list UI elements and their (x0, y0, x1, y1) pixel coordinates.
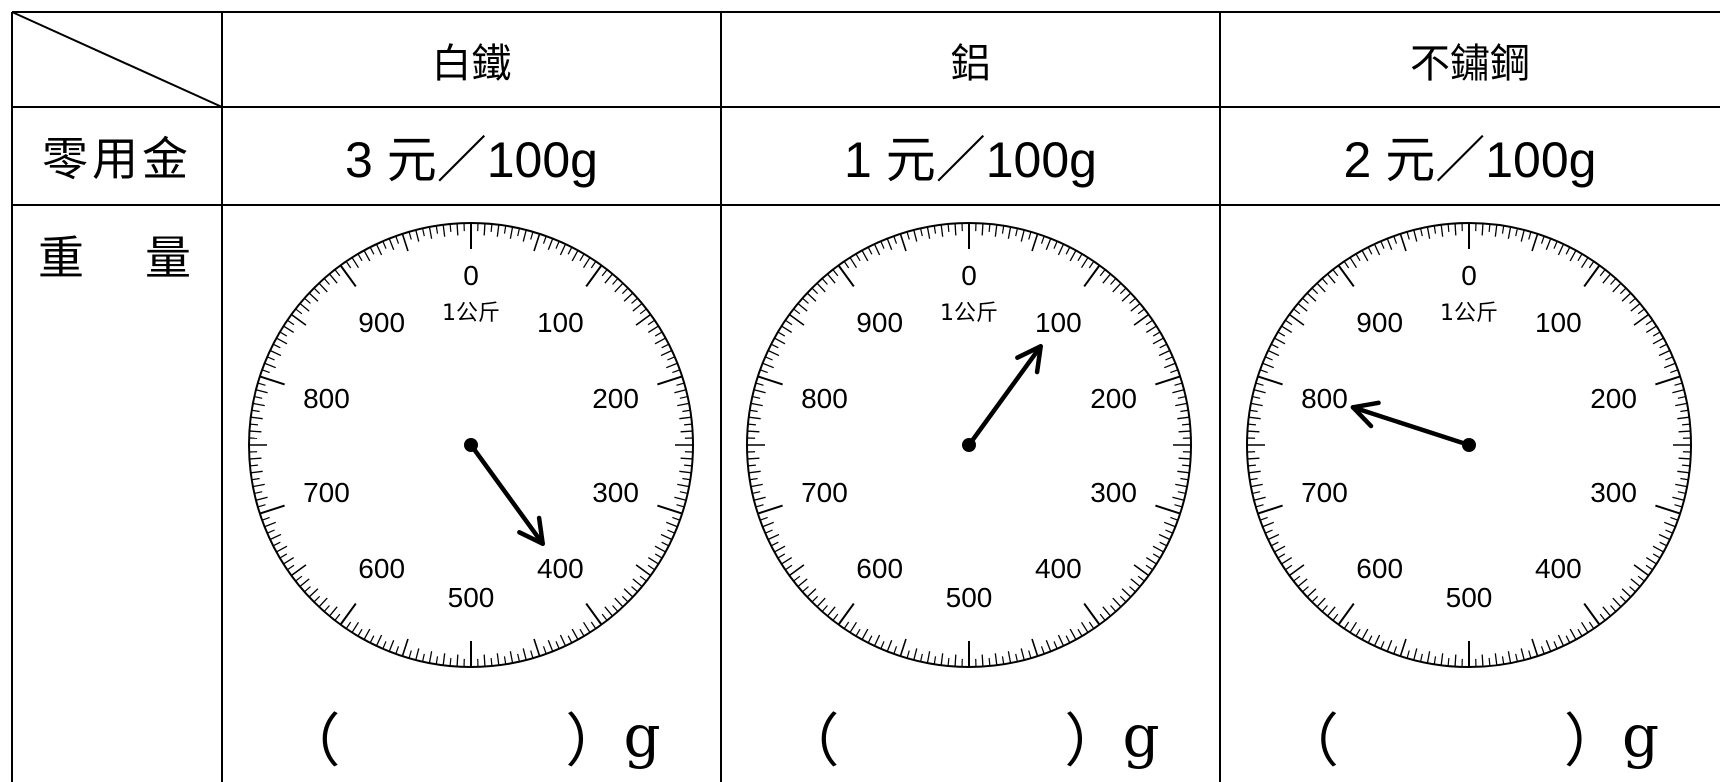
dial-ticks (249, 223, 693, 667)
answer-blank-aluminum[interactable]: （ ） g (721, 690, 1220, 782)
dial-label: 900 (1356, 307, 1403, 338)
dial-label: 900 (856, 307, 903, 338)
dial-label: 800 (303, 383, 350, 414)
dial-label: 700 (801, 477, 848, 508)
answer-blank-tinplate[interactable]: （ ） g (222, 690, 721, 782)
dial-label: 400 (1035, 553, 1082, 584)
dial-label: 600 (358, 553, 405, 584)
dial-label: 0 (1461, 260, 1477, 291)
close-paren: ） (565, 707, 624, 775)
dial-label: 300 (1590, 477, 1637, 508)
row-header-allowance: 零用金 (42, 132, 192, 186)
dial-label: 600 (1356, 553, 1403, 584)
price-tinplate: 3 元／100g (345, 132, 598, 188)
dial-unit-label: 1公斤 (940, 301, 998, 326)
dial-label: 400 (537, 553, 584, 584)
dial-label: 100 (1535, 307, 1582, 338)
dial-label: 0 (961, 260, 977, 291)
answer-blank-stainless-steel[interactable]: （ ） g (1220, 690, 1720, 782)
unit-label: g (1122, 702, 1160, 770)
dial-ticks (747, 223, 1191, 667)
dial-label: 500 (448, 582, 495, 613)
unit-label: g (623, 702, 661, 770)
dial-label: 800 (1301, 383, 1348, 414)
column-header-aluminum: 鋁 (950, 40, 991, 87)
price-stainless-steel: 2 元／100g (1343, 132, 1597, 188)
price-aluminum: 1 元／100g (844, 132, 1097, 188)
row-header-weight-char-1: 重 (38, 231, 88, 285)
dial-label: 400 (1535, 553, 1582, 584)
dial-label: 800 (801, 383, 848, 414)
column-header-stainless-steel: 不鏽鋼 (1410, 40, 1530, 87)
dial-label: 200 (1590, 383, 1637, 414)
open-paren: （ (781, 707, 840, 775)
dial-label: 200 (592, 383, 639, 414)
dial-unit-label: 1公斤 (1440, 301, 1498, 326)
scale-dial-aluminum: 0 100 200 300 400 500 600 700 800 900 1公斤 (746, 222, 1192, 668)
dial-label: 700 (303, 477, 350, 508)
close-paren: ） (1064, 707, 1123, 775)
dial-needle (464, 438, 545, 546)
dial-label: 100 (537, 307, 584, 338)
scale-dial-stainless-steel: 0 100 200 300 400 500 600 700 800 900 1公斤 (1246, 222, 1692, 668)
dial-ticks (1247, 223, 1691, 667)
unit-label: g (1621, 702, 1660, 770)
corner-diagonal (11, 11, 223, 108)
dial-label: 0 (463, 260, 479, 291)
scale-dial-tinplate: 0 100 200 300 400 500 600 700 800 900 1公斤 (248, 222, 694, 668)
dial-label: 100 (1035, 307, 1082, 338)
dial-label: 600 (856, 553, 903, 584)
open-paren: （ (1280, 707, 1339, 775)
column-header-tinplate: 白鐵 (431, 40, 512, 87)
dial-unit-label: 1公斤 (442, 301, 500, 326)
open-paren: （ (282, 707, 341, 775)
dial-label: 200 (1090, 383, 1137, 414)
dial-label: 700 (1301, 477, 1348, 508)
dial-label: 500 (946, 582, 993, 613)
close-paren: ） (1563, 707, 1622, 775)
dial-label: 500 (1446, 582, 1493, 613)
dial-label: 300 (592, 477, 639, 508)
dial-needle (962, 344, 1043, 452)
dial-needle (1350, 400, 1476, 452)
row-header-weight-char-2: 量 (145, 231, 195, 285)
dial-label: 900 (358, 307, 405, 338)
dial-label: 300 (1090, 477, 1137, 508)
